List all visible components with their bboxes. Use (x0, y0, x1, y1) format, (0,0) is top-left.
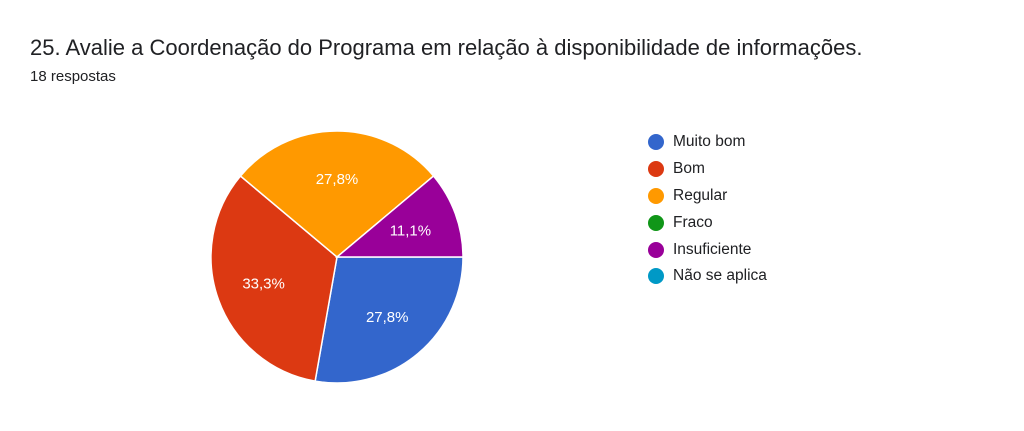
legend-label: Muito bom (673, 133, 746, 151)
pie-slice-insuficiente (334, 174, 464, 258)
legend-swatch (648, 268, 664, 285)
legend-item: Insuficiente (648, 236, 767, 263)
slice-label: 33,3% (242, 276, 285, 293)
pie-slice-regular (239, 130, 435, 258)
legend-item: Muito bom (648, 129, 767, 156)
response-count: 18 respostas (30, 68, 116, 85)
slice-label: 27,8% (366, 309, 409, 326)
slice-label: 11,1% (390, 222, 431, 239)
legend-label: Não se aplica (673, 267, 767, 285)
slice-label: 27,8% (316, 171, 359, 188)
pie-slice-bom (210, 174, 338, 382)
legend-item: Não se aplica (648, 263, 767, 290)
legend-swatch (648, 134, 664, 151)
pie-slice-muito-bom (314, 256, 464, 384)
chart-legend: Muito bom Bom Regular Fraco Insuficiente Não … (648, 129, 767, 290)
legend-swatch (648, 187, 664, 204)
legend-swatch (648, 214, 664, 231)
legend-swatch (648, 161, 664, 178)
page-title: 25. Avalie a Coordenação do Programa em … (30, 35, 863, 60)
legend-label: Fraco (673, 213, 713, 231)
legend-label: Insuficiente (673, 240, 752, 258)
legend-item: Fraco (648, 209, 767, 236)
legend-label: Regular (673, 186, 728, 204)
legend-item: Bom (648, 156, 767, 183)
legend-swatch (648, 241, 664, 258)
legend-item: Regular (648, 183, 767, 210)
legend-label: Bom (673, 160, 705, 178)
